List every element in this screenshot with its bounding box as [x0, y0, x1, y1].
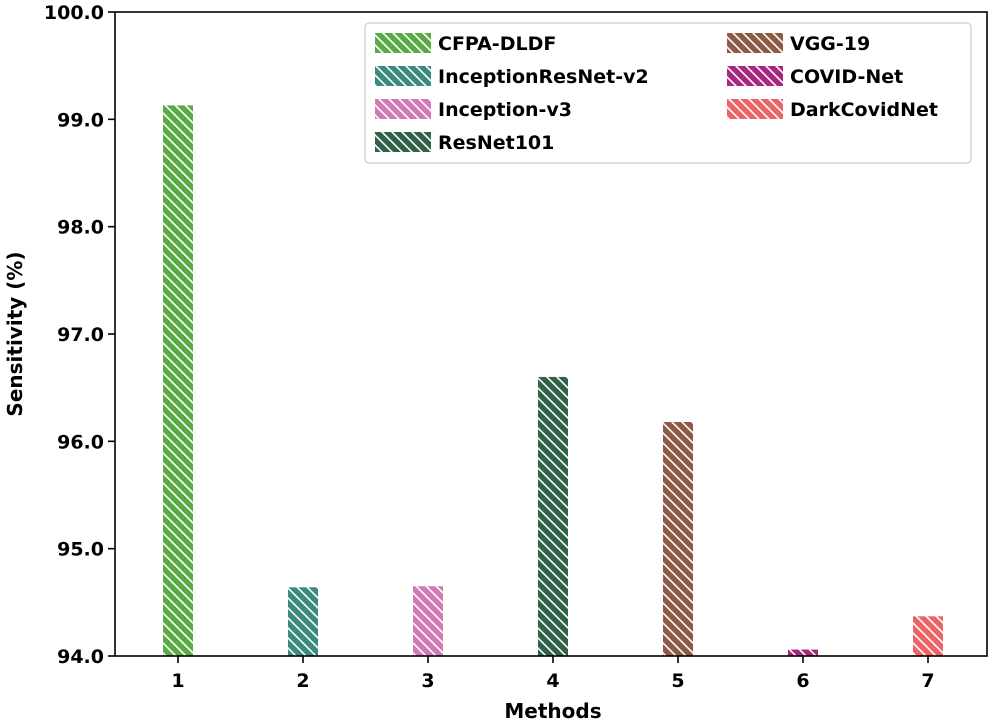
y-tick-label: 96.0 [57, 431, 104, 453]
y-tick-label: 99.0 [57, 109, 104, 131]
legend-frame [364, 22, 972, 164]
y-tick-label: 100.0 [44, 2, 104, 24]
x-tick-label: 7 [921, 670, 934, 692]
y-axis-title: Sensitivity (%) [3, 251, 27, 416]
y-tick-label: 95.0 [57, 539, 104, 561]
bar-inception-v3 [413, 586, 443, 656]
legend-swatch [727, 99, 783, 119]
x-tick-label: 2 [296, 670, 309, 692]
legend-swatch [375, 33, 431, 53]
x-tick-label: 4 [546, 670, 559, 692]
bars-group [163, 105, 943, 656]
bar-darkcovidnet [913, 616, 943, 656]
legend-swatch [375, 99, 431, 119]
legend-swatch [375, 66, 431, 86]
bar-covid-net [788, 649, 818, 656]
legend-label: InceptionResNet-v2 [438, 66, 649, 88]
legend-swatch [375, 132, 431, 152]
x-tick-label: 3 [421, 670, 434, 692]
legend-label: Inception-v3 [438, 99, 572, 121]
legend-label: COVID-Net [790, 66, 903, 88]
legend: CFPA-DLDF InceptionResNet-v2 Inception-v3 R… [364, 22, 972, 164]
legend-swatch [727, 66, 783, 86]
bar-resnet101 [538, 376, 568, 656]
y-axis: 94.0 95.0 96.0 97.0 98.0 99.0 100.0 [44, 2, 115, 668]
bar-inceptionresnet-v2 [288, 587, 318, 656]
bar-vgg-19 [663, 422, 693, 656]
legend-label: CFPA-DLDF [438, 33, 556, 55]
y-tick-label: 94.0 [57, 646, 104, 668]
legend-label: ResNet101 [438, 132, 554, 154]
y-tick-label: 98.0 [57, 217, 104, 239]
x-axis: 1 2 3 4 5 6 7 [171, 656, 935, 692]
legend-label: DarkCovidNet [790, 99, 938, 121]
x-tick-label: 1 [171, 670, 184, 692]
bar-cfpa-dldf [163, 105, 193, 656]
x-axis-title: Methods [504, 699, 601, 723]
y-tick-label: 97.0 [57, 324, 104, 346]
x-tick-label: 6 [796, 670, 809, 692]
legend-swatch [727, 33, 783, 53]
legend-label: VGG-19 [790, 33, 870, 55]
x-tick-label: 5 [671, 670, 684, 692]
